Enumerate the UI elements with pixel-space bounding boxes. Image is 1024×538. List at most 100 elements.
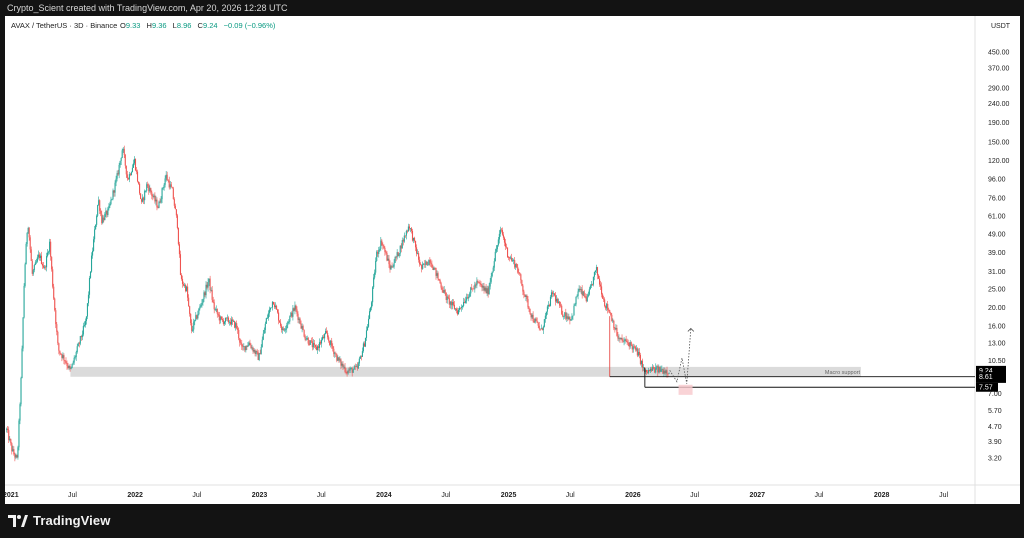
candle-body xyxy=(666,370,668,374)
candle-body xyxy=(182,284,185,286)
candle-body xyxy=(162,187,164,189)
candle-body xyxy=(134,158,137,171)
candle-body xyxy=(248,342,250,346)
candle-body xyxy=(417,253,419,254)
price-tick-label: 190.00 xyxy=(988,120,1010,127)
time-tick-label: 2026 xyxy=(625,492,641,499)
candle-body xyxy=(224,317,226,322)
tradingview-brand[interactable]: TradingView xyxy=(8,513,110,528)
candle-body xyxy=(657,366,659,373)
candle-body xyxy=(470,287,472,294)
current-price-value: 9.24 xyxy=(979,368,993,375)
candle-body xyxy=(420,264,422,265)
candle-body xyxy=(425,261,427,265)
candle-body xyxy=(142,197,144,202)
candle-body xyxy=(533,321,535,323)
candle-body xyxy=(436,273,438,276)
candle-body xyxy=(404,235,406,237)
candle-body xyxy=(281,325,283,330)
candle-body xyxy=(106,210,108,216)
candle-body xyxy=(421,264,423,269)
candle-body xyxy=(266,317,268,319)
candle-body xyxy=(607,303,609,311)
candle-body xyxy=(156,199,158,208)
candle-body xyxy=(222,320,224,324)
candle-body xyxy=(112,190,114,199)
candle-body xyxy=(402,240,404,242)
candle-body xyxy=(37,254,39,258)
symbol-legend: AVAX / TetherUS · 3D · Binance O9.33 H9.… xyxy=(11,21,276,30)
price-tick-label: 3.90 xyxy=(988,439,1002,446)
candle-body xyxy=(147,184,149,186)
candle-body xyxy=(634,346,636,350)
time-tick-label: Jul xyxy=(317,492,326,499)
high-value: 9.36 xyxy=(152,21,167,30)
candle-body xyxy=(340,359,342,366)
candle-body xyxy=(333,348,335,355)
candle-body xyxy=(585,297,587,302)
candle-body xyxy=(445,292,447,300)
candle-body xyxy=(83,325,85,327)
candle-body xyxy=(131,167,133,173)
candle-body xyxy=(108,205,110,209)
candle-body xyxy=(87,294,90,304)
candle-body xyxy=(256,351,258,353)
candle-body xyxy=(557,299,559,304)
candle-body xyxy=(188,297,190,307)
candle-body xyxy=(609,310,611,314)
candle-body xyxy=(241,343,243,347)
price-tick-label: 16.00 xyxy=(988,323,1006,330)
candle-body xyxy=(126,174,128,179)
time-tick-label: 2025 xyxy=(501,492,517,499)
candle-body xyxy=(267,313,269,318)
candle-body xyxy=(626,340,628,343)
candle-body xyxy=(502,234,505,238)
candle-body xyxy=(191,322,193,331)
candle-body xyxy=(28,227,30,238)
candle-body xyxy=(435,267,437,276)
candle-body xyxy=(81,334,83,338)
candle-body xyxy=(473,288,475,290)
candle-body xyxy=(500,229,502,231)
candle-body xyxy=(301,326,303,329)
candle-body xyxy=(540,328,542,330)
candle-body xyxy=(244,346,246,351)
candle-body xyxy=(580,289,582,291)
candle-body xyxy=(40,255,43,265)
candle-body xyxy=(89,271,92,278)
candle-body xyxy=(124,154,126,166)
candle-body xyxy=(82,326,84,335)
candle-body xyxy=(203,292,205,300)
candle-body xyxy=(7,428,9,431)
candle-body xyxy=(165,174,167,179)
candle-body xyxy=(493,261,495,268)
candle-body xyxy=(440,283,442,288)
candle-body xyxy=(429,260,431,263)
candle-body xyxy=(596,267,599,276)
candle-body xyxy=(342,363,344,367)
candle-body xyxy=(176,215,178,228)
time-tick-label: 2022 xyxy=(127,492,143,499)
candle-body xyxy=(582,291,584,296)
candle-body xyxy=(614,328,616,330)
candle-body xyxy=(442,290,444,293)
candle-body xyxy=(432,267,434,270)
candle-body xyxy=(548,304,551,306)
candle-body xyxy=(617,335,619,339)
candle-body xyxy=(387,258,389,261)
time-tick-label: 2021 xyxy=(5,492,19,499)
candle-body xyxy=(496,245,498,250)
candle-body xyxy=(521,280,523,286)
candle-body xyxy=(199,306,201,309)
candle-body xyxy=(616,327,618,336)
candle-body xyxy=(579,288,581,291)
candle-body xyxy=(558,301,560,304)
candle-body xyxy=(350,368,352,369)
candle-body xyxy=(272,301,275,305)
candle-body xyxy=(262,333,264,340)
candle-body xyxy=(380,240,382,249)
price-chart[interactable]: Macro support USDT 450.00 370.00 290.00 240.… xyxy=(5,16,1020,504)
candle-body xyxy=(551,292,554,294)
candle-body xyxy=(205,284,207,296)
chart-panel[interactable]: Macro support USDT 450.00 370.00 290.00 240.… xyxy=(5,16,1020,504)
